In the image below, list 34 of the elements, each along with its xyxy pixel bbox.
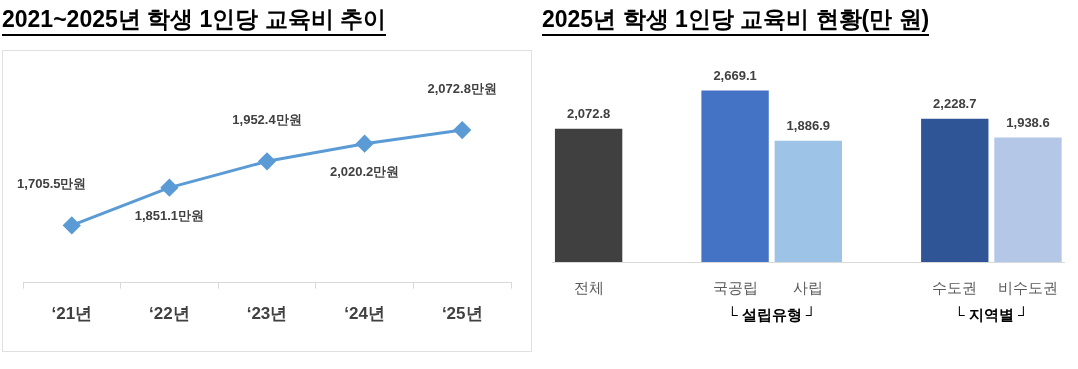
data-label: 1,938.6 (1006, 114, 1050, 130)
point (160, 179, 178, 197)
bar (774, 140, 842, 262)
data-label: 2,072.8 (566, 105, 611, 121)
data-label: 1,705.5만원 (17, 176, 87, 192)
point (356, 135, 374, 153)
x-tick-label: ‘22년 (149, 304, 190, 324)
data-label: 1,851.1만원 (134, 207, 205, 223)
x-tick-label: 사립 (793, 279, 824, 297)
bar (921, 118, 989, 262)
x-tick-label: ‘24년 (344, 304, 385, 324)
bar (994, 137, 1062, 262)
data-label: 2,020.2만원 (329, 163, 400, 179)
x-tick-label: 국공립 (712, 279, 758, 297)
x-tick-label: 수도권 (932, 279, 978, 297)
x-tick-label: ‘23년 (246, 304, 288, 324)
data-label: 2,669.1 (713, 67, 757, 83)
x-tick-label: ‘25년 (441, 304, 483, 324)
text: └ 지역별 ┘ (954, 306, 1029, 324)
data-label: 1,886.9 (786, 117, 830, 133)
x-tick-label: 전체 (573, 279, 604, 297)
chart-title: 2021~2025년 학생 1인당 교육비 추이 (2, 4, 387, 36)
data-label: 2,072.8만원 (427, 81, 497, 97)
bar (701, 90, 769, 262)
bar (554, 128, 623, 262)
point (258, 152, 276, 170)
data-label: 1,952.4만원 (232, 112, 302, 128)
chart-title: 2025년 학생 1인당 교육비 현황(만 원) (542, 4, 930, 36)
point (453, 121, 471, 139)
text: └ 설립유형 ┘ (726, 306, 817, 324)
x-tick-label: 비수도권 (998, 279, 1058, 297)
x-tick-label: ‘21년 (51, 304, 93, 324)
point (63, 216, 81, 234)
data-label: 2,228.7 (933, 95, 977, 111)
